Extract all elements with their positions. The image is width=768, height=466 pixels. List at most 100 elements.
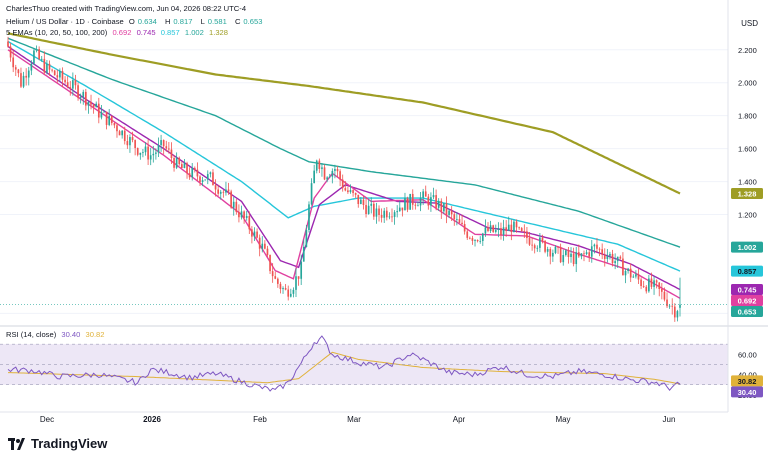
candle <box>598 247 601 257</box>
candle <box>113 122 116 129</box>
candle <box>261 236 264 253</box>
candle <box>92 103 95 114</box>
svg-text:0.745: 0.745 <box>738 286 757 295</box>
time-tick-label: Apr <box>453 415 466 424</box>
creator-line: CharlesThuo created with TradingView.com… <box>6 4 249 13</box>
price-tick-label: 2.000 <box>738 79 757 88</box>
candle <box>66 76 69 89</box>
candle <box>622 252 624 276</box>
candle <box>175 152 178 170</box>
candle <box>186 161 188 179</box>
candle <box>326 176 328 183</box>
candle <box>48 60 51 76</box>
candle <box>642 280 645 288</box>
candle <box>471 235 474 245</box>
candle <box>398 200 401 212</box>
symbol-title[interactable]: Helium / US Dollar · 1D · Coinbase <box>6 17 124 26</box>
candle <box>520 226 523 232</box>
candle <box>97 97 100 124</box>
candle <box>212 169 214 186</box>
rsi-badge: 30.40 <box>731 386 763 398</box>
candle <box>9 42 12 62</box>
candle <box>276 277 279 288</box>
candle <box>671 298 674 315</box>
candle <box>492 224 495 233</box>
candle <box>297 276 300 286</box>
candle <box>51 68 53 73</box>
candle <box>419 191 422 212</box>
candle <box>126 134 129 149</box>
candle <box>406 196 409 213</box>
candle <box>380 208 383 223</box>
axes: 2.2002.0001.8001.6001.4001.2000.60060.00… <box>0 46 757 424</box>
candle <box>645 285 648 294</box>
ema100-value: 1.002 <box>184 28 204 37</box>
candle <box>302 239 305 262</box>
candle <box>14 64 17 76</box>
candle <box>614 253 616 270</box>
candle <box>494 224 497 234</box>
candle <box>152 145 155 163</box>
candle <box>500 222 502 240</box>
candle <box>518 226 520 230</box>
candle <box>20 67 22 88</box>
rsi-legend-label[interactable]: RSI (14, close) <box>6 330 57 339</box>
candle <box>173 154 175 172</box>
ema-100-line <box>7 37 681 248</box>
candle <box>666 292 668 308</box>
candle <box>466 228 469 240</box>
candle <box>593 243 596 254</box>
rsi-legend[interactable]: RSI (14, close) 30.40 30.82 <box>6 330 108 339</box>
candle <box>432 187 435 200</box>
symbol-line[interactable]: Helium / US Dollar · 1D · Coinbase O 0.63… <box>6 17 268 26</box>
candle <box>279 281 282 294</box>
candle <box>336 166 339 178</box>
rsi-badge: 30.82 <box>731 375 763 387</box>
candle <box>385 207 388 221</box>
candle <box>165 140 168 152</box>
candle <box>225 181 227 196</box>
candle <box>53 69 56 76</box>
candle <box>619 255 622 260</box>
ema-10-line <box>7 49 681 299</box>
time-tick-label: Jun <box>663 415 676 424</box>
candle <box>655 279 658 289</box>
candle <box>100 104 103 120</box>
candle <box>404 192 406 211</box>
candle <box>430 192 432 212</box>
candle <box>131 131 134 143</box>
candle <box>601 243 604 260</box>
ema-legend-label[interactable]: 5 EMAs (10, 20, 50, 100, 200) <box>6 28 108 37</box>
candle <box>596 238 598 253</box>
creator-text: CharlesThuo created with TradingView.com… <box>6 4 247 13</box>
candle <box>396 205 399 218</box>
candle <box>570 247 572 263</box>
candle <box>536 245 539 252</box>
candle <box>510 219 513 241</box>
candle <box>562 249 565 266</box>
price-badges: 1.328 1.002 0.857 0.745 0.692 0.653 30.82 30.40 <box>731 187 763 398</box>
candle <box>354 192 357 199</box>
candle <box>240 205 243 220</box>
candle <box>401 207 404 217</box>
candle <box>147 139 149 165</box>
ema20-value: 0.745 <box>136 28 156 37</box>
candle <box>458 214 461 224</box>
candle <box>139 152 142 160</box>
ema-legend[interactable]: 5 EMAs (10, 20, 50, 100, 200) 0.692 0.74… <box>6 28 231 37</box>
candle <box>435 189 437 211</box>
ema-20-line <box>7 45 681 291</box>
candle <box>274 271 277 280</box>
candle <box>238 204 240 223</box>
rsi-value: 30.40 <box>61 330 81 339</box>
candle <box>90 94 92 110</box>
tradingview-logo[interactable]: TradingView <box>8 436 107 451</box>
candles <box>7 36 681 322</box>
candle <box>629 263 632 283</box>
candle <box>331 168 334 184</box>
candle <box>422 188 424 206</box>
time-tick-label: Feb <box>253 415 267 424</box>
candle <box>539 233 541 253</box>
